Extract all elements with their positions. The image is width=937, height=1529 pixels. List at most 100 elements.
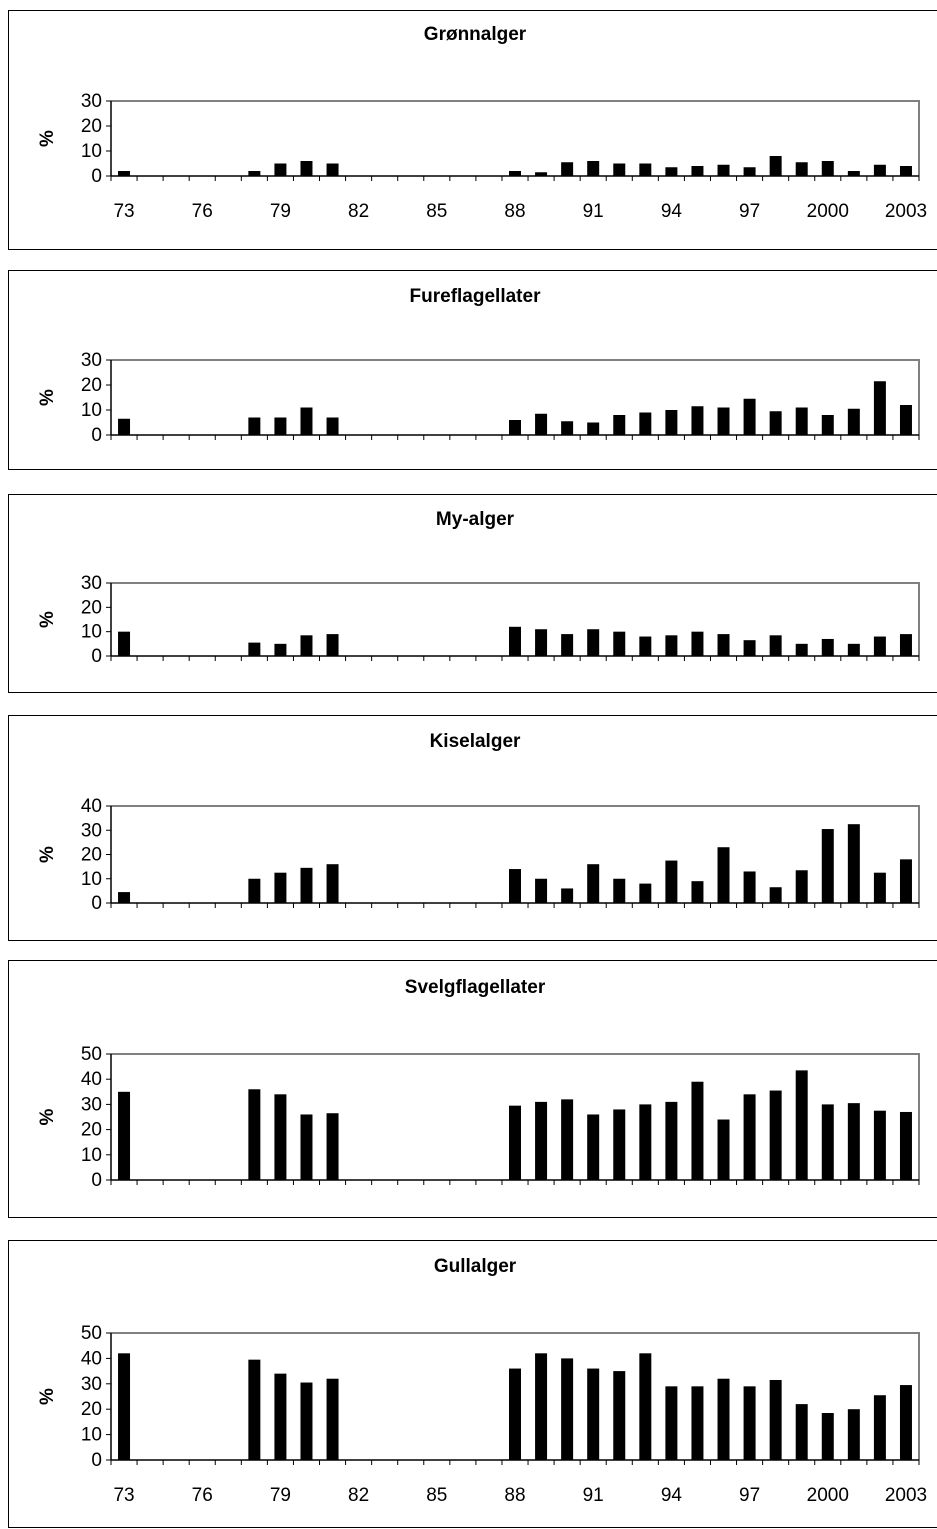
x-tick-label: 85 <box>426 201 447 222</box>
x-tick-label: 2003 <box>885 201 927 222</box>
bar <box>795 1404 808 1460</box>
bar <box>717 164 730 176</box>
bar <box>821 415 834 435</box>
bar <box>561 421 574 435</box>
bar <box>118 892 131 903</box>
bar <box>587 1114 600 1180</box>
chart-title: Gullalger <box>434 1256 517 1277</box>
y-tick-label: 10 <box>81 400 102 421</box>
bar <box>535 1353 548 1460</box>
bar <box>821 829 834 903</box>
bar <box>873 1110 886 1180</box>
y-axis-label: % <box>37 611 58 628</box>
y-axis-label: % <box>37 130 58 147</box>
y-tick-label: 0 <box>91 166 102 187</box>
bar <box>743 167 756 176</box>
y-tick-label: 0 <box>91 1450 102 1471</box>
bar <box>613 1109 626 1180</box>
bar <box>847 1103 860 1180</box>
chart-title: Grønnalger <box>424 24 527 45</box>
plot-frame <box>111 582 920 656</box>
bar <box>561 1099 574 1180</box>
y-tick-label: 30 <box>81 1094 102 1115</box>
bar <box>691 1081 704 1180</box>
bar <box>873 872 886 903</box>
bar <box>769 156 782 176</box>
bar <box>691 1386 704 1460</box>
bar <box>535 878 548 903</box>
bar <box>587 864 600 903</box>
bar <box>587 629 600 656</box>
x-tick-label: 91 <box>583 201 604 222</box>
y-tick-label: 20 <box>81 597 102 618</box>
chart-svg: My-alger 0 10 20 30% <box>37 509 920 667</box>
bar <box>535 413 548 435</box>
bar <box>899 859 912 903</box>
bar <box>535 629 548 656</box>
bar <box>665 167 678 176</box>
bar <box>509 1368 521 1460</box>
bar <box>248 1089 261 1180</box>
bar <box>821 1413 834 1460</box>
chart-title: My-alger <box>436 509 515 530</box>
chart-panel: Fureflagellater 0 10 20 30% <box>8 270 937 470</box>
bar <box>300 1382 313 1460</box>
bar <box>613 1371 626 1460</box>
bar <box>587 1368 600 1460</box>
y-tick-label: 30 <box>81 350 102 371</box>
bar <box>821 161 834 176</box>
x-tick-label: 76 <box>192 201 213 222</box>
bar <box>300 1114 313 1180</box>
x-tick-label: 2000 <box>807 1485 849 1506</box>
bar <box>274 872 287 903</box>
bar <box>326 1113 339 1180</box>
bar <box>639 883 652 903</box>
bar <box>821 638 834 656</box>
y-axis-label: % <box>37 389 58 406</box>
bar <box>300 407 313 435</box>
bar <box>847 408 860 435</box>
bar <box>248 642 261 656</box>
bar <box>665 860 678 903</box>
bar <box>795 870 808 903</box>
y-tick-label: 10 <box>81 622 102 643</box>
bar <box>300 635 313 656</box>
x-tick-label: 82 <box>348 201 369 222</box>
chart-svg: Fureflagellater 0 10 20 30% <box>37 286 920 446</box>
x-tick-label: 79 <box>270 1485 291 1506</box>
chart-title: Fureflagellater <box>410 286 542 307</box>
bar <box>873 636 886 656</box>
bar <box>561 162 574 176</box>
x-tick-label: 79 <box>270 201 291 222</box>
bar <box>873 164 886 176</box>
y-tick-label: 20 <box>81 375 102 396</box>
y-tick-label: 10 <box>81 1145 102 1166</box>
chart-panel: Svelgflagellater 0 10 20 30 40 50% <box>8 960 937 1218</box>
x-tick-label: 88 <box>504 201 525 222</box>
bar <box>769 411 782 435</box>
y-tick-label: 30 <box>81 91 102 112</box>
bar <box>587 422 600 435</box>
bar <box>717 847 730 903</box>
bar <box>248 417 261 435</box>
bar <box>899 1385 912 1460</box>
bar <box>509 171 521 176</box>
bar <box>509 869 521 903</box>
bar <box>118 1353 131 1460</box>
y-tick-label: 50 <box>81 1044 102 1065</box>
bar <box>717 634 730 656</box>
bar <box>717 407 730 435</box>
x-tick-label: 73 <box>113 1485 134 1506</box>
x-tick-label: 97 <box>739 1485 760 1506</box>
chart-title: Svelgflagellater <box>405 977 546 998</box>
bar <box>743 398 756 435</box>
bar <box>535 1101 548 1180</box>
bar <box>743 871 756 903</box>
bar <box>326 417 339 435</box>
bar <box>743 1094 756 1180</box>
bar <box>899 166 912 176</box>
chart-svg: Gullalger 0 10 20 30 40 50% 73 76 79 82 85 88 91 94 97 2… <box>37 1256 927 1506</box>
bar <box>795 1070 808 1180</box>
bar <box>847 824 860 903</box>
bar <box>639 636 652 656</box>
